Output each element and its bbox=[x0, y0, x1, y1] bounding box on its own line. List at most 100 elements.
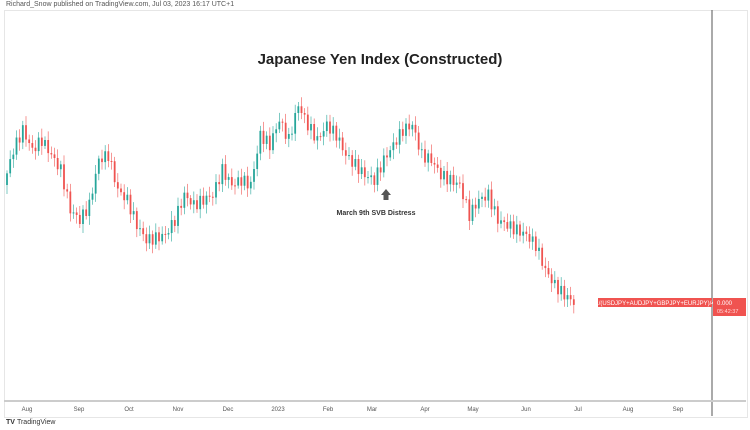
price-label-box bbox=[713, 298, 746, 316]
candle bbox=[107, 144, 110, 168]
candle bbox=[132, 202, 135, 220]
candle bbox=[234, 178, 236, 195]
candle bbox=[246, 166, 249, 197]
candle bbox=[392, 133, 395, 160]
candle bbox=[170, 211, 173, 242]
chart-frame bbox=[4, 10, 748, 418]
candle bbox=[94, 165, 97, 202]
candle bbox=[534, 231, 537, 257]
candle bbox=[303, 108, 306, 124]
annotation-text: March 9th SVB Distress bbox=[337, 210, 416, 217]
candle bbox=[256, 145, 259, 177]
candle bbox=[544, 257, 547, 278]
candle bbox=[471, 198, 474, 225]
candle bbox=[139, 219, 141, 236]
candle bbox=[126, 187, 129, 205]
candle bbox=[275, 123, 278, 143]
candle bbox=[493, 198, 496, 216]
candle bbox=[85, 201, 88, 220]
footer-brand: TV TradingView bbox=[6, 419, 55, 426]
candle bbox=[433, 157, 436, 174]
candle bbox=[541, 243, 544, 270]
candle bbox=[44, 136, 46, 150]
candle bbox=[224, 155, 227, 186]
candle bbox=[357, 154, 360, 183]
candle bbox=[316, 127, 319, 150]
candle bbox=[335, 122, 338, 148]
publish-info: Richard_Snow published on TradingView.co… bbox=[6, 1, 235, 8]
candle bbox=[382, 148, 385, 178]
candle bbox=[167, 228, 170, 240]
candle bbox=[15, 130, 18, 160]
candle bbox=[363, 160, 366, 186]
candle bbox=[386, 147, 388, 167]
candle bbox=[325, 114, 328, 137]
candle bbox=[202, 187, 205, 209]
candle bbox=[215, 174, 217, 205]
candle bbox=[531, 228, 534, 250]
candle bbox=[192, 191, 195, 214]
candle bbox=[443, 166, 445, 186]
candle bbox=[59, 160, 62, 178]
candle bbox=[462, 174, 464, 208]
candle bbox=[506, 213, 509, 232]
candle bbox=[465, 196, 468, 204]
candle bbox=[148, 225, 151, 250]
candle bbox=[547, 260, 550, 278]
candle bbox=[145, 227, 148, 252]
candle bbox=[389, 145, 392, 161]
candle bbox=[522, 222, 525, 244]
candle bbox=[332, 117, 335, 141]
candle bbox=[525, 226, 528, 242]
candle bbox=[120, 183, 122, 196]
candle bbox=[164, 225, 167, 244]
series-label: 1/(USDJPY+AUDJPY+GBPJPY+EURJPY)/4 bbox=[595, 301, 715, 307]
candle bbox=[405, 118, 407, 144]
x-tick-label: Sep bbox=[673, 407, 684, 413]
candle bbox=[116, 173, 119, 198]
candle bbox=[519, 220, 521, 242]
candle bbox=[284, 113, 287, 145]
candle bbox=[538, 238, 540, 260]
candle bbox=[322, 122, 325, 146]
candle bbox=[31, 135, 34, 154]
candle bbox=[420, 142, 423, 159]
x-tick-label: May bbox=[467, 407, 478, 413]
candle bbox=[417, 125, 420, 156]
candle bbox=[306, 106, 309, 136]
chart-title: Japanese Yen Index (Constructed) bbox=[258, 51, 503, 68]
candle bbox=[253, 161, 255, 190]
candle bbox=[370, 166, 373, 185]
candle bbox=[566, 287, 569, 308]
candle bbox=[424, 140, 426, 167]
candle bbox=[439, 159, 442, 188]
candle bbox=[208, 186, 211, 203]
candle bbox=[379, 161, 382, 181]
candle bbox=[268, 127, 271, 159]
candle bbox=[338, 128, 341, 149]
candle bbox=[278, 112, 281, 134]
candle bbox=[50, 146, 53, 159]
candle bbox=[154, 223, 157, 249]
candle bbox=[408, 114, 411, 137]
x-tick-label: Aug bbox=[623, 407, 634, 413]
candle bbox=[28, 134, 31, 151]
x-tick-label: Nov bbox=[173, 407, 184, 413]
candle bbox=[455, 175, 458, 194]
x-tick-label: Sep bbox=[74, 407, 85, 413]
candle bbox=[40, 128, 43, 155]
candle bbox=[37, 132, 40, 156]
candle bbox=[563, 279, 566, 307]
candle bbox=[528, 226, 531, 249]
candle bbox=[503, 216, 506, 231]
candle bbox=[243, 172, 246, 191]
candle bbox=[360, 159, 363, 179]
candle bbox=[572, 294, 575, 314]
candle bbox=[297, 101, 300, 121]
candle bbox=[512, 214, 515, 239]
candle bbox=[458, 176, 461, 189]
x-tick-label: Jul bbox=[574, 407, 582, 413]
candle bbox=[142, 221, 145, 242]
candle bbox=[129, 189, 132, 224]
